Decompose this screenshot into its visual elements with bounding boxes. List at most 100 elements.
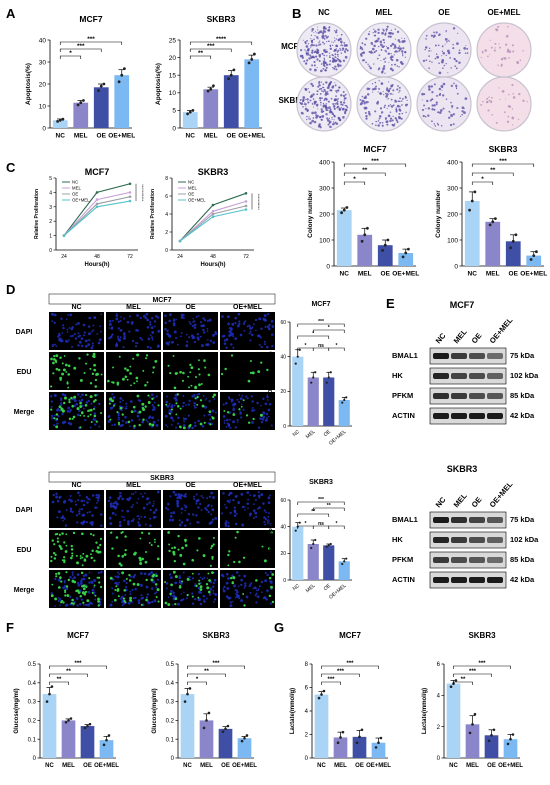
colony xyxy=(511,108,514,110)
nucleus xyxy=(67,406,71,410)
nucleus xyxy=(264,518,268,521)
x-tick-label: 24 xyxy=(61,254,67,260)
nucleus xyxy=(57,578,61,582)
molecular-weight-label: 85 kDa xyxy=(510,391,535,400)
nucleus xyxy=(80,337,84,341)
nucleus xyxy=(176,501,179,504)
edu-positive-cell xyxy=(229,576,233,580)
y-tick-label: 6 xyxy=(305,686,309,692)
nucleus xyxy=(227,322,231,326)
data-point xyxy=(310,381,313,384)
nucleus xyxy=(134,596,137,600)
colony xyxy=(332,121,335,123)
significance-label: *** xyxy=(371,158,379,165)
band xyxy=(469,413,485,419)
edu-positive-cell xyxy=(111,547,114,550)
colony xyxy=(464,97,468,101)
colony xyxy=(433,108,436,111)
colony xyxy=(372,52,374,54)
nucleus xyxy=(151,338,154,341)
nucleus xyxy=(266,589,269,592)
chart-title: SKBR3 xyxy=(198,167,229,177)
colony xyxy=(455,67,458,70)
colony xyxy=(322,102,325,105)
bar xyxy=(223,75,239,128)
colony xyxy=(303,60,306,63)
bar xyxy=(80,726,95,758)
colony xyxy=(323,54,326,57)
nucleus xyxy=(93,418,97,422)
edu-positive-cell xyxy=(129,599,133,602)
nucleus xyxy=(64,524,68,527)
colony xyxy=(381,111,384,114)
data-point xyxy=(102,82,106,86)
nucleus xyxy=(269,403,272,406)
nucleus xyxy=(245,595,249,599)
colony xyxy=(375,39,379,43)
edu-positive-cell xyxy=(135,376,139,380)
nucleus xyxy=(171,519,175,522)
nucleus xyxy=(140,597,143,600)
edu-positive-cell xyxy=(52,361,55,365)
edu-positive-cell xyxy=(227,553,230,557)
colony xyxy=(341,44,343,47)
colony xyxy=(441,50,444,52)
nucleus xyxy=(168,573,171,576)
nucleus xyxy=(261,591,263,594)
edu-positive-cell xyxy=(151,574,155,578)
colony xyxy=(379,115,382,118)
significance-bracket xyxy=(312,507,345,511)
nucleus xyxy=(264,325,267,328)
edu-positive-cell xyxy=(206,586,210,590)
colony xyxy=(335,38,338,40)
nucleus xyxy=(193,497,196,500)
colony xyxy=(316,51,320,54)
x-tick-label: OE xyxy=(509,271,519,278)
edu-positive-cell xyxy=(93,414,97,418)
x-tick-label: MEL xyxy=(62,763,75,769)
colony xyxy=(325,108,328,111)
nucleus xyxy=(172,324,176,327)
nucleus xyxy=(166,426,169,428)
y-tick-label: 40 xyxy=(39,37,47,44)
nucleus xyxy=(51,344,55,347)
colony xyxy=(323,38,326,40)
colony xyxy=(327,86,329,88)
colony xyxy=(316,90,319,93)
colony xyxy=(426,99,429,103)
nucleus xyxy=(202,496,204,499)
significance-bracket xyxy=(187,673,226,677)
nucleus xyxy=(267,512,270,514)
molecular-weight-label: 102 kDa xyxy=(510,371,539,380)
edu-positive-cell xyxy=(144,560,148,564)
nucleus xyxy=(199,602,203,606)
colony xyxy=(406,99,408,102)
colony xyxy=(344,48,348,51)
colony xyxy=(430,85,433,88)
significance-bracket xyxy=(328,347,345,351)
nucleus xyxy=(234,596,237,599)
nucleus xyxy=(56,499,60,503)
significance-label: ** xyxy=(490,167,496,174)
colony xyxy=(301,54,303,57)
edu-positive-cell xyxy=(64,550,68,553)
nucleus xyxy=(223,339,227,342)
nucleus xyxy=(63,584,67,587)
colony xyxy=(333,37,336,39)
colony xyxy=(322,83,325,85)
edu-positive-cell xyxy=(53,543,56,546)
edu-positive-cell xyxy=(80,411,84,415)
colony xyxy=(377,37,380,40)
colony xyxy=(393,44,397,47)
colony xyxy=(456,42,459,45)
nucleus xyxy=(145,585,149,589)
nucleus xyxy=(69,335,72,338)
data-point xyxy=(226,724,230,728)
edu-positive-cell xyxy=(116,411,119,414)
nucleus xyxy=(123,334,126,338)
nucleus xyxy=(206,319,210,323)
nucleus xyxy=(96,499,100,502)
colony xyxy=(313,38,315,41)
molecular-weight-label: 75 kDa xyxy=(510,351,535,360)
nucleus xyxy=(206,505,210,508)
